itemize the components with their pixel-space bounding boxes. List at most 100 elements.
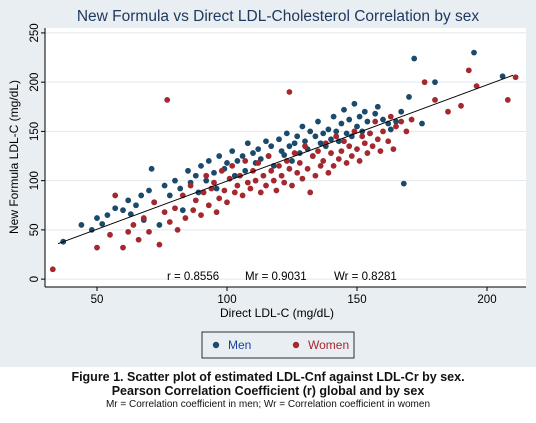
point-women <box>338 148 345 154</box>
point-men <box>364 118 371 125</box>
point-women <box>504 96 511 103</box>
point-men <box>120 207 126 214</box>
point-women <box>346 143 353 150</box>
point-women <box>140 215 147 221</box>
point-men <box>166 192 173 199</box>
point-women <box>257 189 264 196</box>
point-women <box>172 205 178 212</box>
point-women <box>270 177 277 184</box>
y-tick-label: 150 <box>29 122 41 141</box>
annotation-r: r = 0.8556 <box>167 271 219 283</box>
point-men <box>398 108 405 115</box>
point-men <box>203 177 210 184</box>
point-men <box>211 169 217 176</box>
point-men <box>133 202 139 209</box>
legend-label-men: Men <box>228 338 251 352</box>
point-men <box>192 172 199 179</box>
point-women <box>356 158 363 164</box>
point-women <box>317 162 324 169</box>
point-women <box>328 150 334 156</box>
y-tick-label: 200 <box>29 73 41 92</box>
point-women <box>369 143 376 150</box>
point-men <box>419 120 425 127</box>
point-women <box>403 128 410 135</box>
point-men <box>333 128 340 135</box>
point-women <box>312 172 319 179</box>
point-women <box>146 228 152 235</box>
legend-marker-women <box>292 341 300 349</box>
point-men <box>250 150 256 156</box>
point-women <box>387 113 394 120</box>
point-women <box>421 79 428 86</box>
point-men <box>400 180 407 187</box>
point-women <box>213 209 220 216</box>
point-women <box>299 175 306 182</box>
point-men <box>330 113 337 120</box>
point-women <box>325 169 332 176</box>
point-women <box>229 162 236 169</box>
point-women <box>361 140 368 147</box>
point-men <box>499 73 506 80</box>
point-women <box>182 215 189 221</box>
point-men <box>234 158 241 164</box>
annotation-mr: Mr = 0.9031 <box>245 271 307 283</box>
point-women <box>335 156 342 162</box>
point-women <box>354 146 360 153</box>
point-men <box>343 130 350 137</box>
point-men <box>127 211 134 218</box>
point-women <box>315 148 321 154</box>
point-men <box>244 140 251 147</box>
point-women <box>135 236 142 243</box>
caption-line-3: Mr = Correlation coefficient in men; Wr … <box>105 399 431 410</box>
point-women <box>164 96 171 103</box>
point-women <box>205 202 212 209</box>
point-women <box>374 136 381 143</box>
point-men <box>239 153 246 159</box>
point-women <box>294 169 301 176</box>
point-men <box>387 126 394 133</box>
point-men <box>328 136 334 143</box>
point-women <box>151 199 158 206</box>
point-men <box>393 118 399 125</box>
y-axis-ticks: 0 50 100 150 200 250 <box>29 23 45 282</box>
point-women <box>351 128 358 135</box>
point-men <box>198 162 204 169</box>
point-women <box>216 195 223 202</box>
point-women <box>242 158 249 164</box>
point-men <box>356 113 363 120</box>
caption-line-1: Figure 1. Scatter plot of estimated LDL-… <box>71 370 465 384</box>
point-men <box>325 126 332 133</box>
chart-title: New Formula vs Direct LDL-Cholesterol Co… <box>77 8 480 25</box>
point-men <box>341 106 347 113</box>
point-women <box>343 160 350 166</box>
point-men <box>411 55 418 62</box>
legend-marker-men <box>212 341 220 349</box>
point-men <box>185 167 191 174</box>
point-women <box>112 192 119 199</box>
point-women <box>94 244 100 251</box>
figure-caption: Figure 1. Scatter plot of estimated LDL-… <box>0 370 536 411</box>
point-women <box>190 207 197 214</box>
point-women <box>276 162 282 169</box>
point-women <box>408 116 415 123</box>
point-women <box>174 226 181 233</box>
point-men <box>299 123 306 130</box>
point-women <box>192 197 199 204</box>
point-men <box>346 116 353 123</box>
point-men <box>372 110 379 117</box>
point-women <box>231 189 238 196</box>
point-men <box>268 143 275 150</box>
point-women <box>367 130 373 137</box>
fit-line <box>57 74 514 245</box>
point-women <box>156 241 163 248</box>
point-men <box>255 146 262 153</box>
point-women <box>512 74 519 81</box>
point-men <box>78 222 85 228</box>
point-men <box>312 133 319 140</box>
point-women <box>473 83 480 90</box>
point-men <box>125 197 132 204</box>
point-men <box>99 221 106 227</box>
point-men <box>289 158 295 164</box>
y-axis-label: New Formula LDL-C (mg/dL) <box>7 80 21 234</box>
point-women <box>302 143 308 150</box>
